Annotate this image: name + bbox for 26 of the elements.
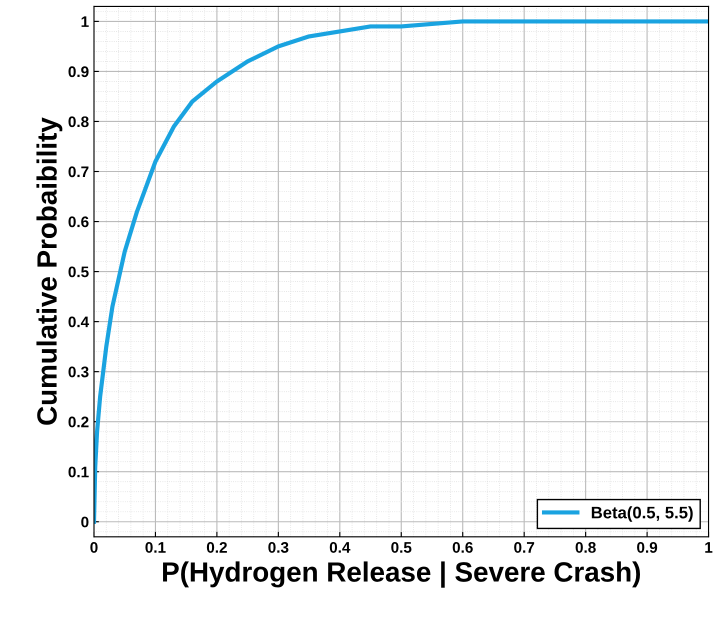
- y-tick-label: 0: [81, 516, 89, 528]
- y-tick-label: 0.7: [68, 166, 88, 178]
- y-tick-label: 0.3: [68, 366, 89, 378]
- line-series: [94, 19, 709, 524]
- y-tick-label: 1: [82, 16, 89, 27]
- x-tick-label: 0.7: [514, 542, 534, 553]
- y-axis-title: Cumulative Probaibility: [36, 117, 62, 425]
- x-tick-label: 1: [705, 542, 712, 553]
- y-tick-label: 0.2: [68, 416, 89, 428]
- y-tick-label: 0.6: [68, 216, 89, 228]
- x-tick-label: 0.9: [637, 542, 658, 553]
- x-tick-label: 0.1: [145, 542, 166, 553]
- x-axis-title: P(Hydrogen Release | Severe Crash): [163, 561, 640, 588]
- x-tick-label: 0: [90, 542, 98, 553]
- x-tick-label: 0.8: [576, 542, 596, 553]
- y-tick-label: 0.9: [68, 66, 89, 78]
- legend-label: Beta(0.5, 5.5): [592, 506, 693, 522]
- y-tick-label: 0.8: [68, 116, 89, 128]
- y-tick-label: 0.4: [68, 316, 90, 328]
- y-tick-label: 0.5: [68, 266, 89, 278]
- x-tick-label: 0.3: [268, 542, 288, 553]
- x-tick-label: 0.6: [452, 542, 473, 553]
- x-tick-label: 0.2: [206, 542, 227, 553]
- x-tick-label: 0.5: [391, 542, 412, 553]
- x-tick-label: 0.4: [330, 542, 350, 553]
- y-tick-label: 0.1: [68, 466, 89, 478]
